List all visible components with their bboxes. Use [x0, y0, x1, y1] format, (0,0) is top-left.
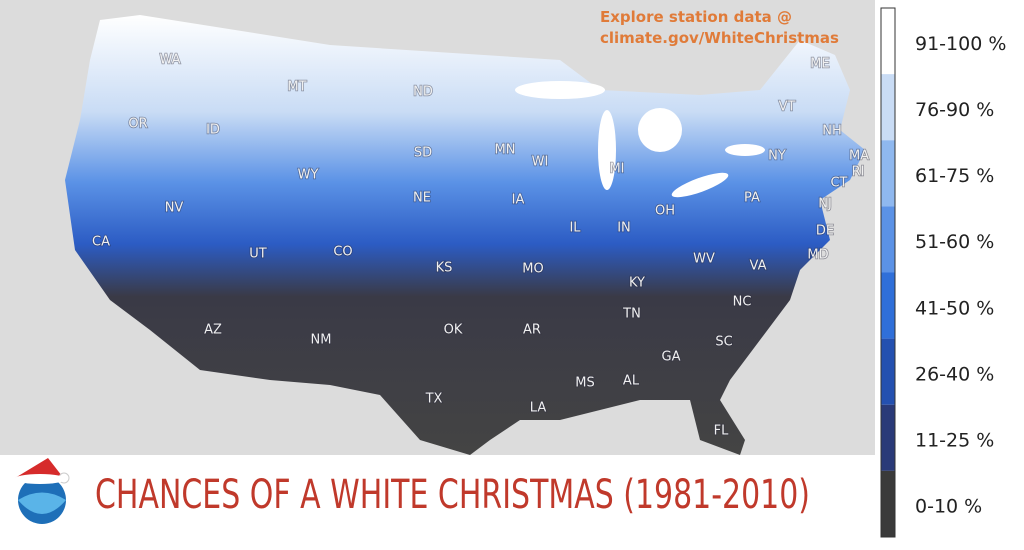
- legend-swatch: [881, 74, 895, 141]
- state-label: WI: [532, 155, 549, 170]
- legend-label: 11-25 %: [915, 430, 994, 452]
- state-label: LA: [530, 401, 547, 416]
- state-label: WY: [298, 168, 319, 183]
- lake-huron: [638, 108, 682, 152]
- legend: 91-100 % 76-90 % 61-75 % 51-60 % 41-50 % 26-4…: [880, 7, 1006, 538]
- state-label: NH: [822, 124, 842, 139]
- state-label: CT: [830, 176, 847, 191]
- state-label: ID: [206, 123, 220, 138]
- state-label: RI: [852, 165, 865, 180]
- title-band: [0, 455, 875, 550]
- noaa-logo: [14, 458, 70, 524]
- state-label: AR: [523, 323, 541, 338]
- state-label: FL: [714, 424, 729, 439]
- state-label: NV: [165, 201, 184, 216]
- state-label: IN: [617, 221, 631, 236]
- state-label: ME: [810, 57, 829, 72]
- legend-border: [880, 7, 896, 538]
- state-label: MI: [609, 162, 624, 177]
- legend-label: 26-40 %: [915, 363, 994, 385]
- state-label: VA: [750, 259, 767, 274]
- legend-swatch: [881, 140, 895, 207]
- state-label: OR: [128, 117, 147, 132]
- state-label: CA: [92, 235, 110, 250]
- legend-label: 41-50 %: [915, 297, 994, 319]
- lake-michigan: [598, 110, 616, 190]
- state-label: MA: [849, 149, 869, 164]
- legend-label: 61-75 %: [915, 165, 994, 187]
- state-label: NY: [768, 149, 786, 164]
- great-lakes: [515, 81, 765, 198]
- state-label: MT: [287, 80, 306, 95]
- state-label: VT: [779, 100, 796, 115]
- state-label: TN: [622, 307, 641, 322]
- state-label: PA: [744, 191, 760, 206]
- legend-swatch: [881, 206, 895, 273]
- state-label: IA: [512, 193, 525, 208]
- state-label: TX: [425, 392, 443, 407]
- legend-swatch: [881, 404, 895, 471]
- state-label: GA: [662, 350, 681, 365]
- lake-erie: [671, 172, 729, 198]
- state-label: NJ: [818, 197, 832, 212]
- legend-label: 91-100 %: [915, 33, 1006, 55]
- map-title: CHANCES OF A WHITE CHRISTMAS (1981-2010): [95, 472, 810, 518]
- santa-hat: [15, 458, 62, 478]
- state-label: KS: [436, 261, 453, 276]
- state-label: DE: [816, 224, 834, 239]
- state-label: MD: [807, 248, 828, 263]
- logo-wave: [18, 492, 66, 514]
- state-label: WV: [693, 252, 715, 267]
- state-label: OK: [444, 323, 463, 338]
- legend-label: 51-60 %: [915, 231, 994, 253]
- state-label: KY: [629, 276, 645, 291]
- state-label: CO: [333, 245, 352, 260]
- state-label: OH: [655, 204, 675, 219]
- legend-swatch: [881, 272, 895, 339]
- state-label: MS: [575, 376, 594, 391]
- legend-label: 0-10 %: [915, 496, 982, 518]
- state-label: UT: [249, 247, 267, 262]
- state-label: IL: [569, 221, 581, 236]
- state-label: MN: [495, 143, 516, 158]
- legend-swatch: [881, 470, 895, 537]
- hat-brim: [14, 474, 66, 484]
- state-label: NC: [733, 295, 752, 310]
- state-label: MO: [522, 262, 543, 277]
- legend-swatch: [881, 8, 895, 75]
- state-label: SC: [715, 335, 732, 350]
- lake-ontario: [725, 144, 765, 156]
- state-label: NE: [413, 191, 431, 206]
- lake-superior: [515, 81, 605, 99]
- legend-swatch: [881, 338, 895, 405]
- state-label: ND: [413, 85, 433, 100]
- state-label: NM: [311, 333, 332, 348]
- state-label: WA: [159, 53, 180, 68]
- legend-label: 76-90 %: [915, 99, 994, 121]
- note-line: Explore station data @: [600, 8, 792, 26]
- state-label: AL: [623, 374, 640, 389]
- state-label: AZ: [204, 323, 222, 338]
- state-label: SD: [414, 146, 432, 161]
- note-line: climate.gov/WhiteChristmas: [600, 29, 839, 47]
